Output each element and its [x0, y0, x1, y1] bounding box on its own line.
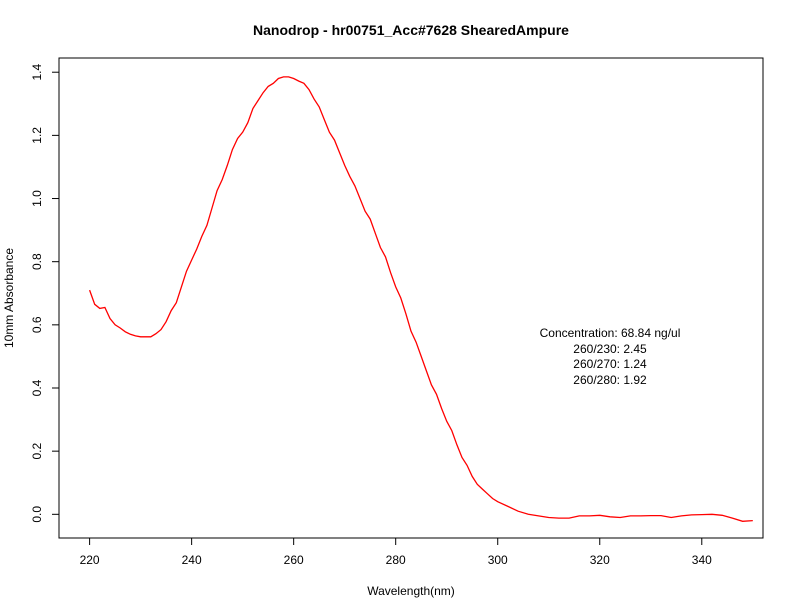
x-tick-label: 220: [80, 553, 100, 567]
y-tick-label: 0.8: [30, 253, 44, 270]
y-axis: 0.0 0.2 0.4 0.6 0.8 1.0 1.2 1.4: [30, 64, 59, 523]
x-tick-label: 280: [386, 553, 406, 567]
ratio-260-270-text: 260/270: 1.24: [573, 357, 647, 371]
ratio-260-280-text: 260/280: 1.92: [573, 373, 647, 387]
x-tick-label: 300: [488, 553, 508, 567]
ratio-260-230-text: 260/230: 2.45: [573, 342, 647, 356]
absorbance-series-line: [88, 76, 753, 522]
x-tick-label: 240: [182, 553, 202, 567]
x-axis-label: Wavelength(nm): [367, 584, 455, 598]
concentration-annotation: Concentration: 68.84 ng/ul 260/230: 2.45…: [540, 326, 681, 387]
y-tick-label: 0.2: [30, 442, 44, 459]
chart-title: Nanodrop - hr00751_Acc#7628 ShearedAmpur…: [253, 22, 569, 38]
plot-frame: [58, 57, 764, 539]
y-tick-label: 0.4: [30, 379, 44, 396]
x-tick-label: 340: [692, 553, 712, 567]
y-tick-label: 1.4: [30, 64, 44, 81]
y-axis-label: 10mm Absorbance: [2, 248, 16, 348]
y-tick-label: 0.0: [30, 506, 44, 523]
y-tick-label: 1.0: [30, 190, 44, 207]
x-tick-label: 320: [590, 553, 610, 567]
x-axis: 220 240 260 280 300 320 340: [80, 538, 712, 567]
y-tick-label: 1.2: [30, 127, 44, 144]
concentration-text: Concentration: 68.84 ng/ul: [540, 326, 681, 340]
y-tick-label: 0.6: [30, 316, 44, 333]
x-tick-label: 260: [284, 553, 304, 567]
